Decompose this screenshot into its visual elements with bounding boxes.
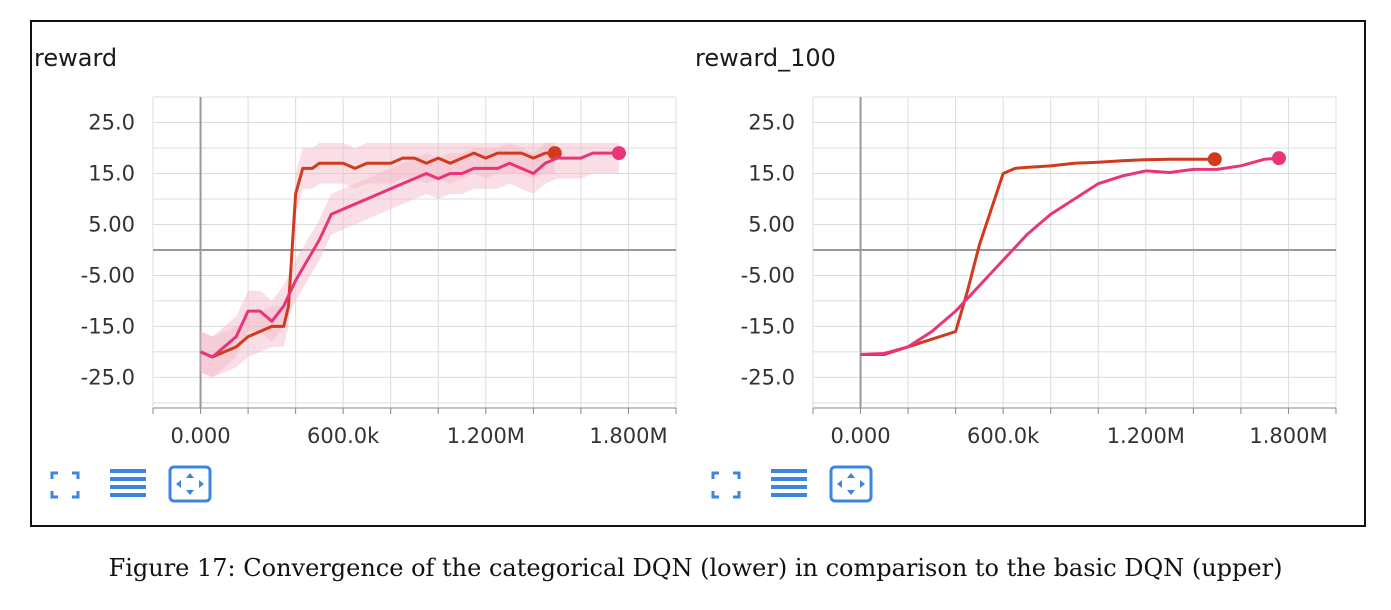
list-icon[interactable] <box>767 465 811 505</box>
y-tick-label: -15.0 <box>741 314 795 338</box>
figure-caption: Figure 17: Convergence of the categorica… <box>108 554 1283 582</box>
series-end-marker <box>1207 152 1222 167</box>
chart-reward-100: 25.0 15.0 5.00 -5.00 -15.0 -25.0 0.000 600.0k 1.… <box>741 96 1337 448</box>
x-tick-label: 600.0k <box>967 424 1040 448</box>
y-tick-label: 5.00 <box>88 212 135 236</box>
y-tick-label: 25.0 <box>748 110 795 134</box>
x-tick-label: 1.800M <box>589 424 667 448</box>
chart-title-reward-100: reward_100 <box>695 44 836 72</box>
y-tick-label: -15.0 <box>81 314 135 338</box>
x-tick-label: 1.200M <box>447 424 525 448</box>
expand-icon[interactable] <box>168 465 212 505</box>
x-tick-label: 0.000 <box>830 424 890 448</box>
y-tick-label: 15.0 <box>748 161 795 185</box>
y-tick-label: -25.0 <box>81 365 135 389</box>
expand-icon[interactable] <box>829 465 873 505</box>
x-tick-label: 1.200M <box>1107 424 1185 448</box>
series-line <box>199 151 619 359</box>
series-line <box>860 156 1280 356</box>
fit-icon[interactable] <box>44 465 88 505</box>
x-tick-label: 1.800M <box>1249 424 1327 448</box>
series-end-marker <box>611 146 626 161</box>
series-line <box>199 151 555 359</box>
y-tick-label: -25.0 <box>741 365 795 389</box>
y-tick-label: -5.00 <box>741 263 795 287</box>
series-end-marker <box>547 146 562 161</box>
chart-reward: 25.0 15.0 5.00 -5.00 -15.0 -25.0 0.000 600.0k 1.… <box>81 96 677 448</box>
y-tick-label: -5.00 <box>81 263 135 287</box>
chart-title-reward: reward <box>34 44 118 72</box>
fit-icon[interactable] <box>705 465 749 505</box>
figure-frame <box>30 20 1366 527</box>
series-line <box>860 157 1215 356</box>
list-icon[interactable] <box>106 465 150 505</box>
y-tick-label: 5.00 <box>748 212 795 236</box>
series-band <box>200 142 619 378</box>
series-end-marker <box>1271 151 1286 166</box>
y-tick-label: 25.0 <box>88 110 135 134</box>
y-tick-label: 15.0 <box>88 161 135 185</box>
x-tick-label: 600.0k <box>307 424 380 448</box>
x-tick-label: 0.000 <box>170 424 230 448</box>
